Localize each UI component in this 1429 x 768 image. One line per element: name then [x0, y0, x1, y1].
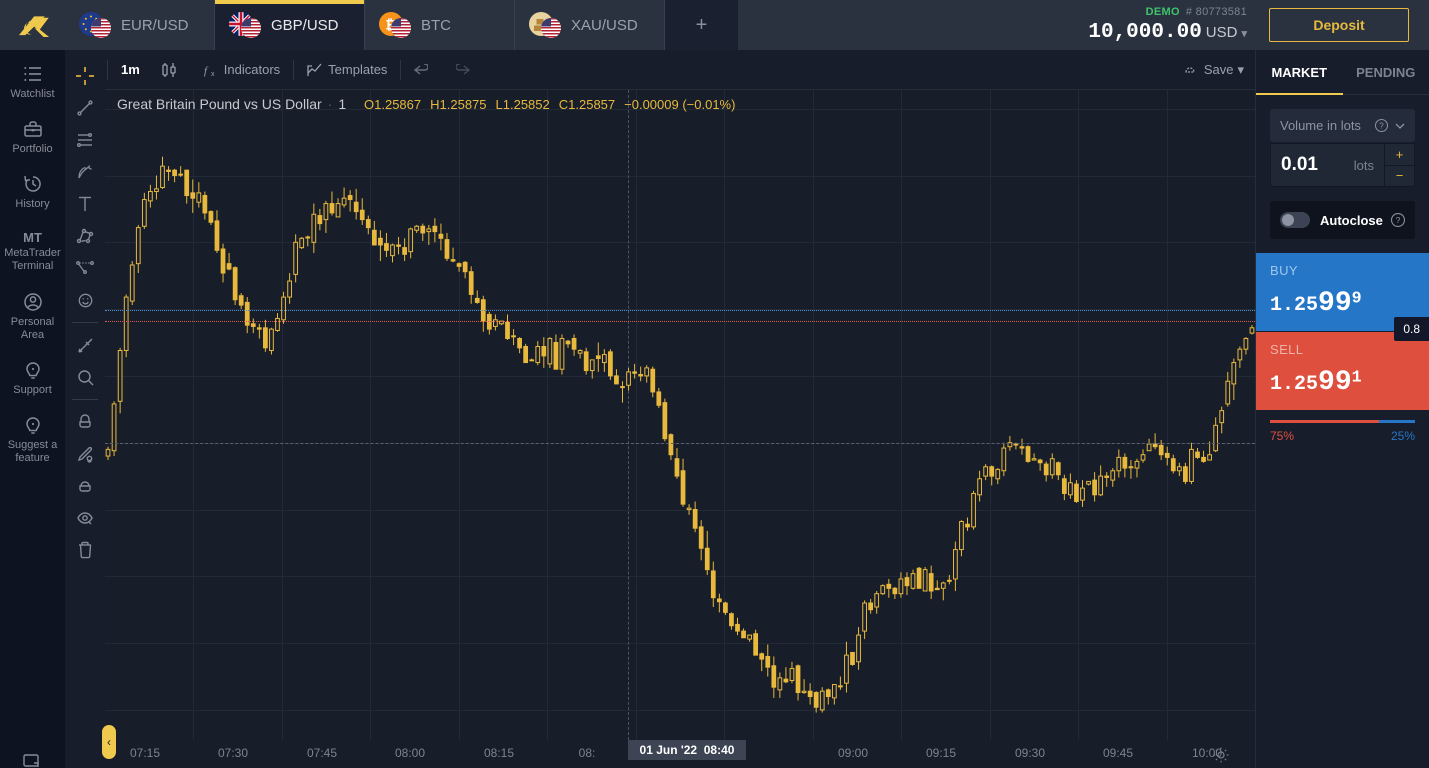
svg-text:x: x	[211, 71, 215, 77]
svg-text:f: f	[204, 65, 209, 77]
svg-text:?: ?	[1396, 215, 1401, 225]
svg-text:?: ?	[1379, 121, 1384, 130]
